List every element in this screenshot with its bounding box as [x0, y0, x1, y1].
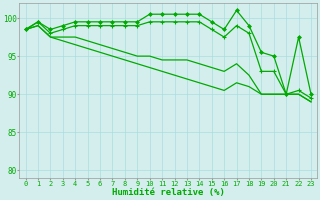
- X-axis label: Humidité relative (%): Humidité relative (%): [112, 188, 225, 197]
